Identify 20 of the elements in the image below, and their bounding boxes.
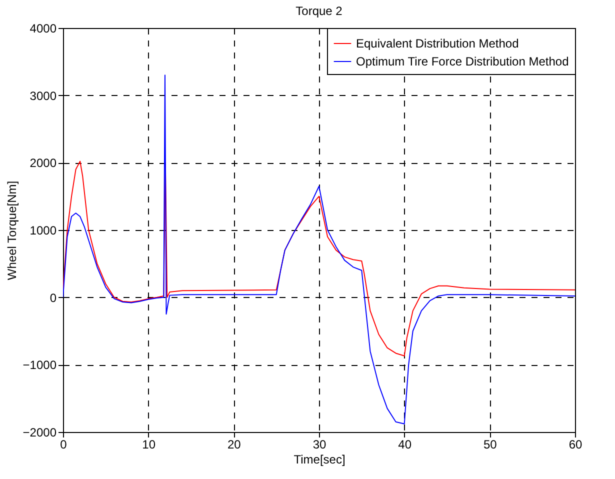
x-axis-title: Time[sec] xyxy=(294,452,346,466)
x-tick-label: 0 xyxy=(60,438,68,452)
chart-title: Torque 2 xyxy=(296,4,343,18)
y-tick-label: 3000 xyxy=(30,88,57,103)
legend-label: Optimum Tire Force Distribution Method xyxy=(356,54,569,68)
y-tick-label: 4000 xyxy=(30,22,57,36)
x-tick-label: 20 xyxy=(227,438,242,452)
y-tick-label: −2000 xyxy=(22,426,57,440)
legend-label: Equivalent Distribution Method xyxy=(356,36,519,50)
line-series xyxy=(63,74,575,424)
y-tick-label: −1000 xyxy=(22,358,57,372)
x-tick-label: 60 xyxy=(568,438,582,452)
x-tick-label: 10 xyxy=(142,438,156,452)
y-axis-title: Wheel Torque[Nm] xyxy=(4,180,19,280)
y-tick-label: 1000 xyxy=(30,224,57,238)
y-tick-label: 2000 xyxy=(30,156,57,170)
x-tick-label: 30 xyxy=(312,438,326,452)
x-tick-label: 50 xyxy=(483,438,498,452)
y-tick-label: 0 xyxy=(50,290,57,305)
x-tick-label: 40 xyxy=(398,438,412,452)
